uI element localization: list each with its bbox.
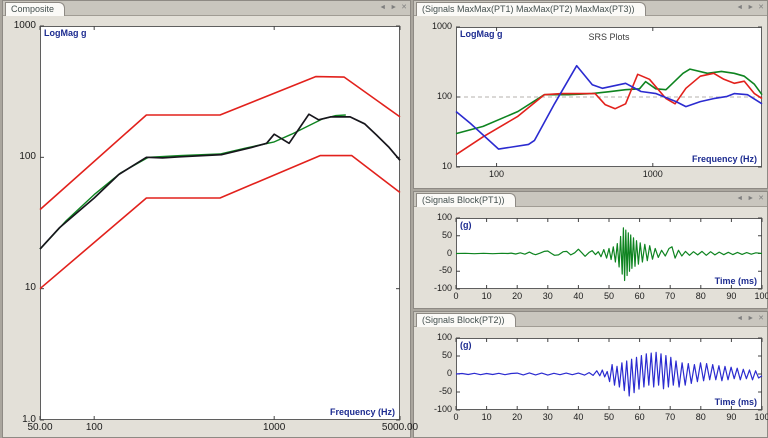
close-icon[interactable]: ✕ [758,195,764,202]
prev-tab-icon[interactable]: ◄ [736,315,744,322]
series-block-pt1-waveform [455,227,763,282]
x-tick-label: 0 [453,291,459,301]
x-axis-label: Time (ms) [714,397,757,407]
x-tick-label: 80 [695,412,706,422]
close-icon[interactable]: ✕ [758,315,764,322]
series-maxmax-pt2 [455,72,763,156]
series-maxmax-pt1 [455,64,763,150]
x-tick-label: 50 [603,291,614,301]
x-tick-label: 0 [453,412,459,422]
y-tick-label: 100 [436,332,452,343]
x-tick-label: 70 [665,291,676,301]
next-tab-icon[interactable]: ► [747,4,755,11]
series-lower-tolerance [39,154,401,290]
y-tick-label: -50 [438,265,452,276]
y-tick-label: 100 [19,150,36,162]
next-tab-icon[interactable]: ► [747,315,755,322]
x-tick-label: 10 [481,291,492,301]
prev-tab-icon[interactable]: ◄ [736,4,744,11]
x-tick-label: 30 [542,412,553,422]
x-tick-label: 100 [754,291,768,301]
block-pt1-svg [455,217,763,290]
x-tick-label: 70 [665,412,676,422]
y-tick-label: 0 [446,368,452,379]
y-tick-label: 0 [446,247,452,258]
y-tick-label: 1000 [431,21,452,32]
y-tick-label: -50 [438,386,452,397]
composite-chart[interactable]: 50.00 100 1000 5000.00 1000 100 10 1.0 LogMag g F… [14,20,418,434]
x-tick-label: 50 [603,412,614,422]
next-tab-icon[interactable]: ► [390,4,398,11]
srs-overlay-svg [455,26,763,168]
series-composite-srs [39,113,401,250]
x-axis-label: Frequency (Hz) [691,154,757,164]
chart-title: SRS Plots [588,32,630,42]
x-tick-label: 1000 [263,422,286,433]
x-tick-label: 90 [726,412,737,422]
srs-panel-controls: ◄ ► ✕ [736,3,764,13]
series-upper-tolerance [39,75,401,211]
x-tick-label: 50.00 [27,422,53,433]
y-tick-label: 1000 [13,19,36,31]
x-tick-label: 10 [481,412,492,422]
y-tick-label: 100 [436,91,452,102]
series-block-pt2-waveform [455,351,763,397]
x-tick-label: 90 [726,291,737,301]
pt1-panel-controls: ◄ ► ✕ [736,194,764,204]
y-tick-label: 100 [436,212,452,223]
x-tick-label: 100 [489,169,505,179]
close-icon[interactable]: ✕ [758,4,764,11]
x-axis-label: Time (ms) [714,276,757,286]
pt1-tabstrip: (Signals Block(PT1)) ◄ ► ✕ [414,192,767,207]
block-pt2-svg [455,337,763,411]
composite-panel-controls: ◄ ► ✕ [379,3,407,13]
tab-srs-overlay[interactable]: (Signals MaxMax(PT1) MaxMax(PT2) MaxMax(… [416,2,646,16]
tab-block-pt1[interactable]: (Signals Block(PT1)) [416,193,516,207]
prev-tab-icon[interactable]: ◄ [379,4,387,11]
srs-tabstrip: (Signals MaxMax(PT1) MaxMax(PT2) MaxMax(… [414,1,767,16]
pt2-tabstrip: (Signals Block(PT2)) ◄ ► ✕ [414,312,767,327]
x-tick-label: 40 [573,291,584,301]
y-axis-label: (g) [460,340,472,350]
y-tick-label: 50 [441,229,452,240]
pt2-panel-controls: ◄ ► ✕ [736,314,764,324]
x-tick-label: 20 [512,291,523,301]
plot-frame [40,26,400,420]
tab-composite[interactable]: Composite [5,2,66,16]
x-tick-label: 20 [512,412,523,422]
y-tick-label: -100 [433,404,452,415]
x-axis-label: Frequency (Hz) [329,407,395,417]
y-tick-label: 1.0 [22,413,36,425]
y-tick-label: 10 [441,161,452,172]
x-tick-label: 5000.00 [381,422,419,433]
prev-tab-icon[interactable]: ◄ [736,195,744,202]
composite-svg [39,25,401,421]
x-tick-label: 60 [634,412,645,422]
x-tick-label: 1000 [642,169,663,179]
x-tick-label: 100 [754,412,768,422]
x-tick-label: 40 [573,412,584,422]
y-axis-label: LogMag g [44,28,87,38]
tab-block-pt2[interactable]: (Signals Block(PT2)) [416,313,516,327]
composite-tabstrip: Composite ◄ ► ✕ [3,1,410,16]
y-tick-label: 10 [24,282,36,294]
next-tab-icon[interactable]: ► [747,195,755,202]
x-tick-label: 100 [85,422,103,433]
y-tick-label: -100 [433,283,452,294]
y-axis-label: (g) [460,220,472,230]
y-tick-label: 50 [441,350,452,361]
close-icon[interactable]: ✕ [401,4,407,11]
x-tick-label: 60 [634,291,645,301]
x-tick-label: 80 [695,291,706,301]
y-axis-label: LogMag g [460,29,503,39]
block-pt1-chart[interactable]: 0 10 20 30 40 50 60 70 80 90 100 100 50 0 -50 -100 (g) Ti… [434,212,768,301]
x-tick-label: 30 [542,291,553,301]
srs-overlay-chart[interactable]: 100 1000 1000 100 10 LogMag g Frequency (Hz) SR… [432,21,763,179]
block-pt2-chart[interactable]: 0 10 20 30 40 50 60 70 80 90 100 100 50 0 -50 -100 (g) Ti… [434,332,768,422]
